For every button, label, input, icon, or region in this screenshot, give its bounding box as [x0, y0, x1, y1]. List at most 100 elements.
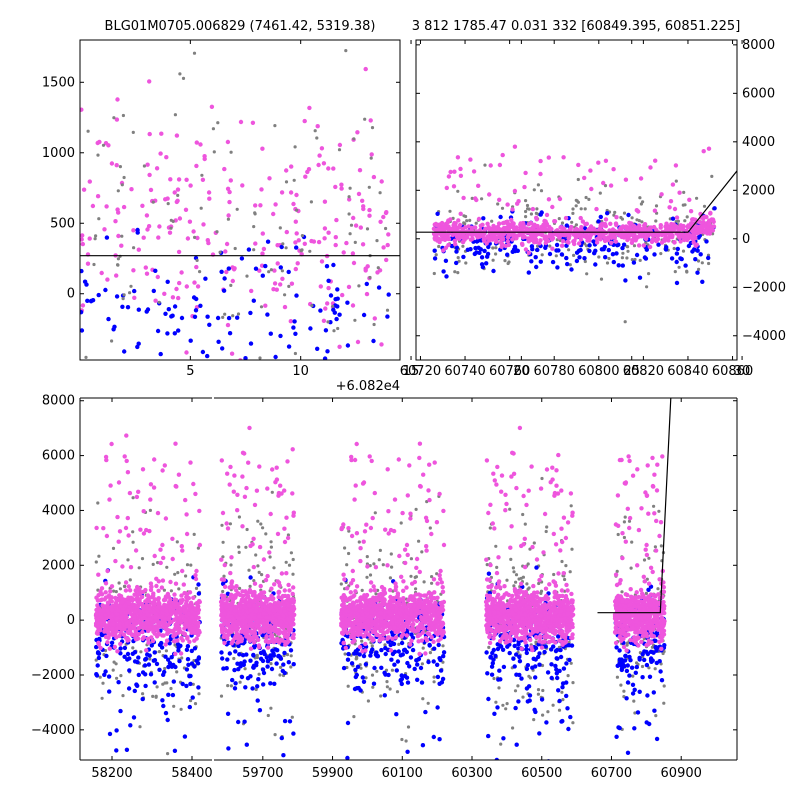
zoom-point — [372, 322, 376, 327]
full-point — [118, 646, 123, 651]
recent-point — [673, 163, 679, 168]
full-point — [257, 708, 263, 713]
full-point — [270, 490, 274, 494]
full-point — [415, 677, 420, 682]
full-point — [107, 689, 112, 694]
zoom-point — [310, 304, 314, 308]
full-point — [120, 564, 125, 569]
recent-point — [539, 210, 544, 215]
full-point — [183, 497, 188, 503]
recent-point — [636, 209, 641, 214]
full-point — [250, 686, 255, 691]
full-point — [156, 615, 162, 620]
full-point — [99, 615, 104, 620]
full-point — [428, 526, 432, 530]
zoom-point — [300, 234, 304, 238]
full-point — [176, 648, 181, 653]
full-point — [360, 675, 365, 680]
recent-point — [571, 207, 575, 211]
recent-point — [621, 242, 627, 247]
full-point — [131, 540, 135, 544]
zoom-point — [278, 282, 283, 287]
full-point — [154, 694, 158, 698]
zoom-point — [80, 303, 86, 308]
zoom-point — [202, 156, 207, 162]
full-point — [115, 514, 120, 520]
full-point — [177, 587, 181, 591]
zoom-point — [351, 215, 356, 221]
full-point — [179, 600, 184, 605]
zoom-point — [293, 219, 298, 224]
recent-point — [690, 249, 695, 254]
full-point — [339, 582, 343, 586]
zoom-point — [90, 203, 96, 209]
recent-point — [463, 225, 468, 230]
full-point — [140, 589, 146, 595]
full-point — [273, 622, 278, 627]
recent-point — [697, 219, 702, 225]
recent-point — [647, 272, 651, 276]
zoom-point — [384, 226, 388, 231]
zoom-point — [337, 312, 342, 317]
recent-point — [691, 217, 696, 222]
full-point — [173, 651, 178, 657]
zoom-point — [249, 288, 254, 294]
full-point — [237, 550, 241, 555]
full-point — [162, 463, 167, 468]
full-point — [232, 593, 238, 598]
full-point — [431, 659, 436, 664]
full-y-tick-label: 0 — [67, 613, 75, 628]
zoom-point — [232, 266, 237, 271]
zoom-point — [226, 266, 231, 271]
full-point — [187, 606, 192, 611]
recent-point — [674, 251, 680, 256]
zoom-point — [345, 300, 350, 305]
recent-point — [608, 221, 613, 226]
recent-point — [476, 216, 482, 222]
full-point — [282, 718, 288, 724]
zoom-point — [260, 251, 265, 256]
recent-point — [709, 218, 715, 223]
full-point — [413, 575, 417, 580]
recent-point — [610, 252, 616, 257]
full-point — [103, 627, 108, 632]
recent-point — [470, 196, 474, 200]
full-point — [128, 578, 132, 582]
zoom-point — [273, 354, 278, 360]
full-point — [145, 593, 151, 598]
zoom-point — [586, 13, 590, 17]
zoom-point — [215, 230, 219, 234]
zoom-point — [375, 239, 379, 243]
full-point — [145, 612, 150, 617]
full-point — [146, 640, 151, 645]
zoom-point — [381, 245, 386, 250]
full-point — [109, 640, 115, 645]
recent-point — [444, 274, 449, 279]
full-point — [145, 636, 150, 641]
zoom-point — [294, 293, 299, 298]
recent-point — [550, 246, 555, 251]
full-point — [271, 651, 276, 656]
full-point — [151, 485, 157, 490]
recent-point — [630, 258, 634, 262]
recent-point — [695, 270, 700, 275]
full-point — [173, 602, 178, 608]
full-point — [192, 626, 197, 631]
full-point — [154, 661, 160, 667]
recent-point — [500, 206, 505, 210]
recent-point — [623, 177, 629, 182]
full-point — [114, 728, 119, 733]
zoom-point — [756, 64, 760, 68]
recent-point — [485, 251, 491, 257]
zoom-point — [376, 266, 380, 270]
zoom-x-tick-label: 5 — [186, 364, 194, 379]
zoom-point — [163, 197, 168, 202]
full-point — [240, 653, 246, 658]
recent-point — [456, 271, 460, 275]
full-point — [291, 510, 296, 515]
full-point — [247, 638, 253, 643]
recent-point — [591, 239, 596, 244]
zoom-point — [187, 219, 193, 224]
zoom-point — [156, 235, 161, 240]
zoom-point — [121, 297, 125, 301]
